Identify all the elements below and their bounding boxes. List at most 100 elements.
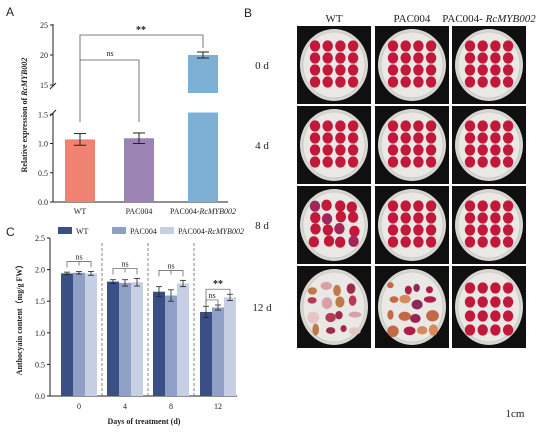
petal-disc <box>387 325 399 337</box>
bar <box>65 139 95 202</box>
row-label-1: 4 d <box>255 140 269 152</box>
bar <box>73 272 85 396</box>
significance-bracket <box>79 59 140 122</box>
petal-disc <box>387 310 394 320</box>
petal-disc <box>425 144 437 156</box>
significance-label: ** <box>136 25 146 36</box>
petal-disc <box>502 310 514 322</box>
axis-break-mark <box>49 109 57 117</box>
petal-disc <box>464 40 476 52</box>
petal-disc <box>477 212 488 224</box>
petal-disc <box>400 144 411 156</box>
petal-disc <box>308 236 320 248</box>
petal-disc <box>335 310 343 320</box>
petal-disc <box>348 311 362 318</box>
petal-disc <box>477 76 488 88</box>
petal-disc <box>309 156 321 168</box>
petal-disc <box>387 156 399 168</box>
petal-disc <box>340 325 347 333</box>
petal-disc <box>398 311 411 321</box>
petal-disc <box>321 213 333 225</box>
petal-disc <box>309 40 321 52</box>
petal-disc <box>347 156 359 168</box>
petal-disc <box>502 76 514 88</box>
petal-disc <box>490 200 501 212</box>
petal-disc <box>322 120 333 132</box>
petal-disc <box>349 225 360 238</box>
petal-disc <box>387 120 399 132</box>
petal-disc <box>490 120 501 132</box>
petal-disc <box>502 282 514 294</box>
petal-disc <box>425 52 437 64</box>
significance-label: ns <box>106 49 113 58</box>
petal-disc <box>400 212 411 224</box>
y-tick-label: 2.5 <box>35 234 45 243</box>
significance-bracket <box>205 299 219 310</box>
y-tick-label: 0.0 <box>35 392 45 401</box>
column-header-2: PAC004- RcMYB002 <box>442 13 536 25</box>
y-tick-label: 0.5 <box>38 169 48 178</box>
bar <box>224 297 236 396</box>
row-label-3: 12 d <box>252 302 272 314</box>
petal-disc <box>502 212 514 224</box>
petal-disc <box>347 132 359 144</box>
bar <box>61 273 73 396</box>
petal-disc <box>490 64 501 76</box>
petal-disc <box>490 132 501 144</box>
y-tick-label: 1.0 <box>38 140 48 149</box>
petal-disc <box>423 296 437 303</box>
petal-disc <box>322 76 333 88</box>
petal-disc <box>400 64 411 76</box>
bar <box>200 311 212 396</box>
petal-disc <box>477 52 488 64</box>
petal-disc <box>425 236 437 248</box>
petal-disc <box>464 282 476 294</box>
petal-disc <box>477 144 488 156</box>
petal-disc <box>413 200 424 212</box>
petal-disc <box>502 132 514 144</box>
petal-disc <box>389 296 399 303</box>
y-tick-label: 1.5 <box>35 297 45 306</box>
petal-photo-grid: WT PAC004 PAC004- RcMYB002 0 d 4 d 8 d 12 d 1cm <box>252 13 536 424</box>
petal-disc <box>477 236 488 248</box>
petal-disc <box>307 311 320 324</box>
petal-disc <box>413 156 424 168</box>
petal-disc <box>425 132 437 144</box>
petal-disc <box>310 212 321 224</box>
y-tick-label: 1.5 <box>38 110 48 119</box>
petal-disc <box>413 76 424 88</box>
petal-disc <box>387 282 394 289</box>
petal-disc <box>464 52 476 64</box>
petal-disc <box>413 64 424 76</box>
petal-disc <box>502 296 514 308</box>
petal-disc <box>387 64 399 76</box>
petal-disc <box>347 40 359 52</box>
petal-disc <box>347 52 359 64</box>
petal-disc <box>502 224 514 236</box>
petal-disc <box>464 296 476 308</box>
x-tick-label: 12 <box>214 402 222 411</box>
petal-disc <box>490 40 501 52</box>
petal-disc <box>477 224 488 236</box>
petal-disc <box>425 120 437 132</box>
petal-disc <box>400 76 411 88</box>
petal-disc <box>334 236 346 248</box>
significance-bracket <box>205 288 231 304</box>
petal-disc <box>321 199 332 211</box>
petal-disc <box>400 236 411 248</box>
significance-label: ns <box>167 261 174 270</box>
petal-disc <box>310 223 321 235</box>
legend-label: WT <box>76 227 89 236</box>
column-header-1: PAC004 <box>394 13 431 25</box>
petal-disc <box>322 52 333 64</box>
petal-disc <box>426 310 439 322</box>
petal-disc <box>425 156 437 168</box>
row-label-0: 0 d <box>255 60 269 72</box>
x-tick-label: 8 <box>169 402 173 411</box>
petal-disc <box>425 200 437 212</box>
bar <box>107 281 119 396</box>
petal-disc <box>348 295 357 306</box>
petal-disc <box>464 144 476 156</box>
chart-a-expression: 0.0 0.5 1.0 1.5 15 20 25 Relative expression of… <box>20 21 236 216</box>
